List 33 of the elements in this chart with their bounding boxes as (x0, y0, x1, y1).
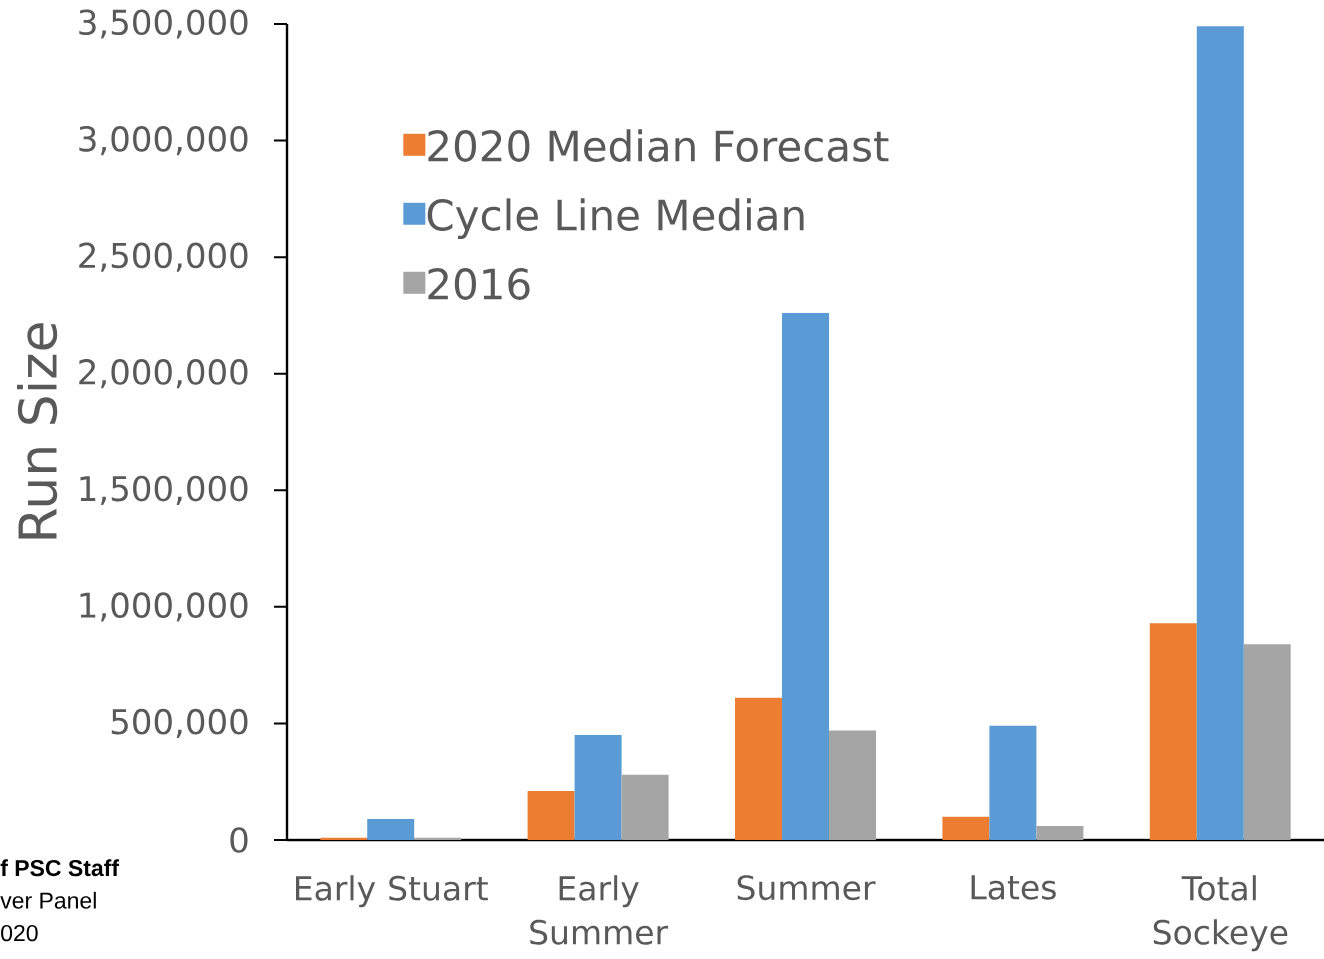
text: f PSC Staff (0, 859, 120, 877)
bar (829, 730, 876, 840)
y-tick-label: 3,000,000 (79, 125, 248, 156)
bar (367, 819, 415, 840)
bar (782, 313, 829, 840)
x-tick-label: Total Sockeye (1153, 875, 1288, 952)
legend-label: 2020 Median Forecast (428, 129, 889, 162)
legend-label: 2016 (428, 268, 530, 300)
x-tick-label: Early Stuart (296, 875, 488, 908)
y-tick-label: 500,000 (111, 708, 248, 739)
y-axis-title: Run Size (16, 323, 58, 539)
legend-label: Cycle Line Median (427, 198, 804, 240)
bar (735, 697, 782, 840)
x-tick-label: Lates (971, 875, 1056, 900)
bar (1036, 826, 1084, 840)
text: ver Panel (0, 891, 96, 909)
y-tick-label: 2,000,000 (79, 359, 248, 389)
x-tick-label: Early Summer (530, 875, 669, 945)
y-tick-label: 0 (230, 827, 248, 853)
x-tick-label: Summer (737, 875, 876, 901)
text: 020 (1, 924, 38, 942)
bar (527, 791, 575, 840)
bar (942, 816, 990, 840)
bar (574, 735, 622, 840)
y-tick-label: 2,500,000 (79, 242, 248, 272)
y-tick-label: 3,500,000 (79, 9, 248, 39)
bar (1196, 26, 1244, 840)
bar (1149, 623, 1197, 840)
y-tick-label: 1,000,000 (80, 592, 248, 622)
bar (989, 725, 1037, 840)
bar (1243, 644, 1291, 840)
bar (621, 774, 669, 840)
y-tick-label: 1,500,000 (80, 475, 248, 505)
